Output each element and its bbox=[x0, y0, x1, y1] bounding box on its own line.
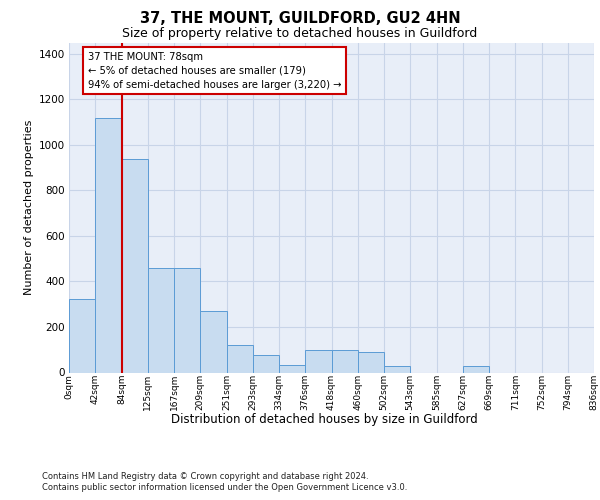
Text: Distribution of detached houses by size in Guildford: Distribution of detached houses by size … bbox=[170, 412, 478, 426]
Bar bbox=[279, 364, 305, 372]
Bar bbox=[200, 311, 227, 372]
Text: 37 THE MOUNT: 78sqm
← 5% of detached houses are smaller (179)
94% of semi-detach: 37 THE MOUNT: 78sqm ← 5% of detached hou… bbox=[88, 52, 341, 90]
Bar bbox=[384, 366, 410, 372]
Text: Size of property relative to detached houses in Guildford: Size of property relative to detached ho… bbox=[122, 28, 478, 40]
Bar bbox=[95, 118, 121, 372]
Bar bbox=[174, 268, 200, 372]
Bar bbox=[69, 298, 95, 372]
Text: Contains HM Land Registry data © Crown copyright and database right 2024.: Contains HM Land Registry data © Crown c… bbox=[42, 472, 368, 481]
Text: Contains public sector information licensed under the Open Government Licence v3: Contains public sector information licen… bbox=[42, 484, 407, 492]
Bar bbox=[148, 268, 174, 372]
Bar bbox=[227, 345, 253, 372]
Y-axis label: Number of detached properties: Number of detached properties bbox=[25, 120, 34, 295]
Bar bbox=[253, 356, 279, 372]
Bar bbox=[305, 350, 331, 372]
Bar bbox=[463, 366, 489, 372]
Bar bbox=[331, 350, 358, 372]
Bar bbox=[121, 158, 148, 372]
Bar bbox=[358, 352, 384, 372]
Text: 37, THE MOUNT, GUILDFORD, GU2 4HN: 37, THE MOUNT, GUILDFORD, GU2 4HN bbox=[140, 11, 460, 26]
